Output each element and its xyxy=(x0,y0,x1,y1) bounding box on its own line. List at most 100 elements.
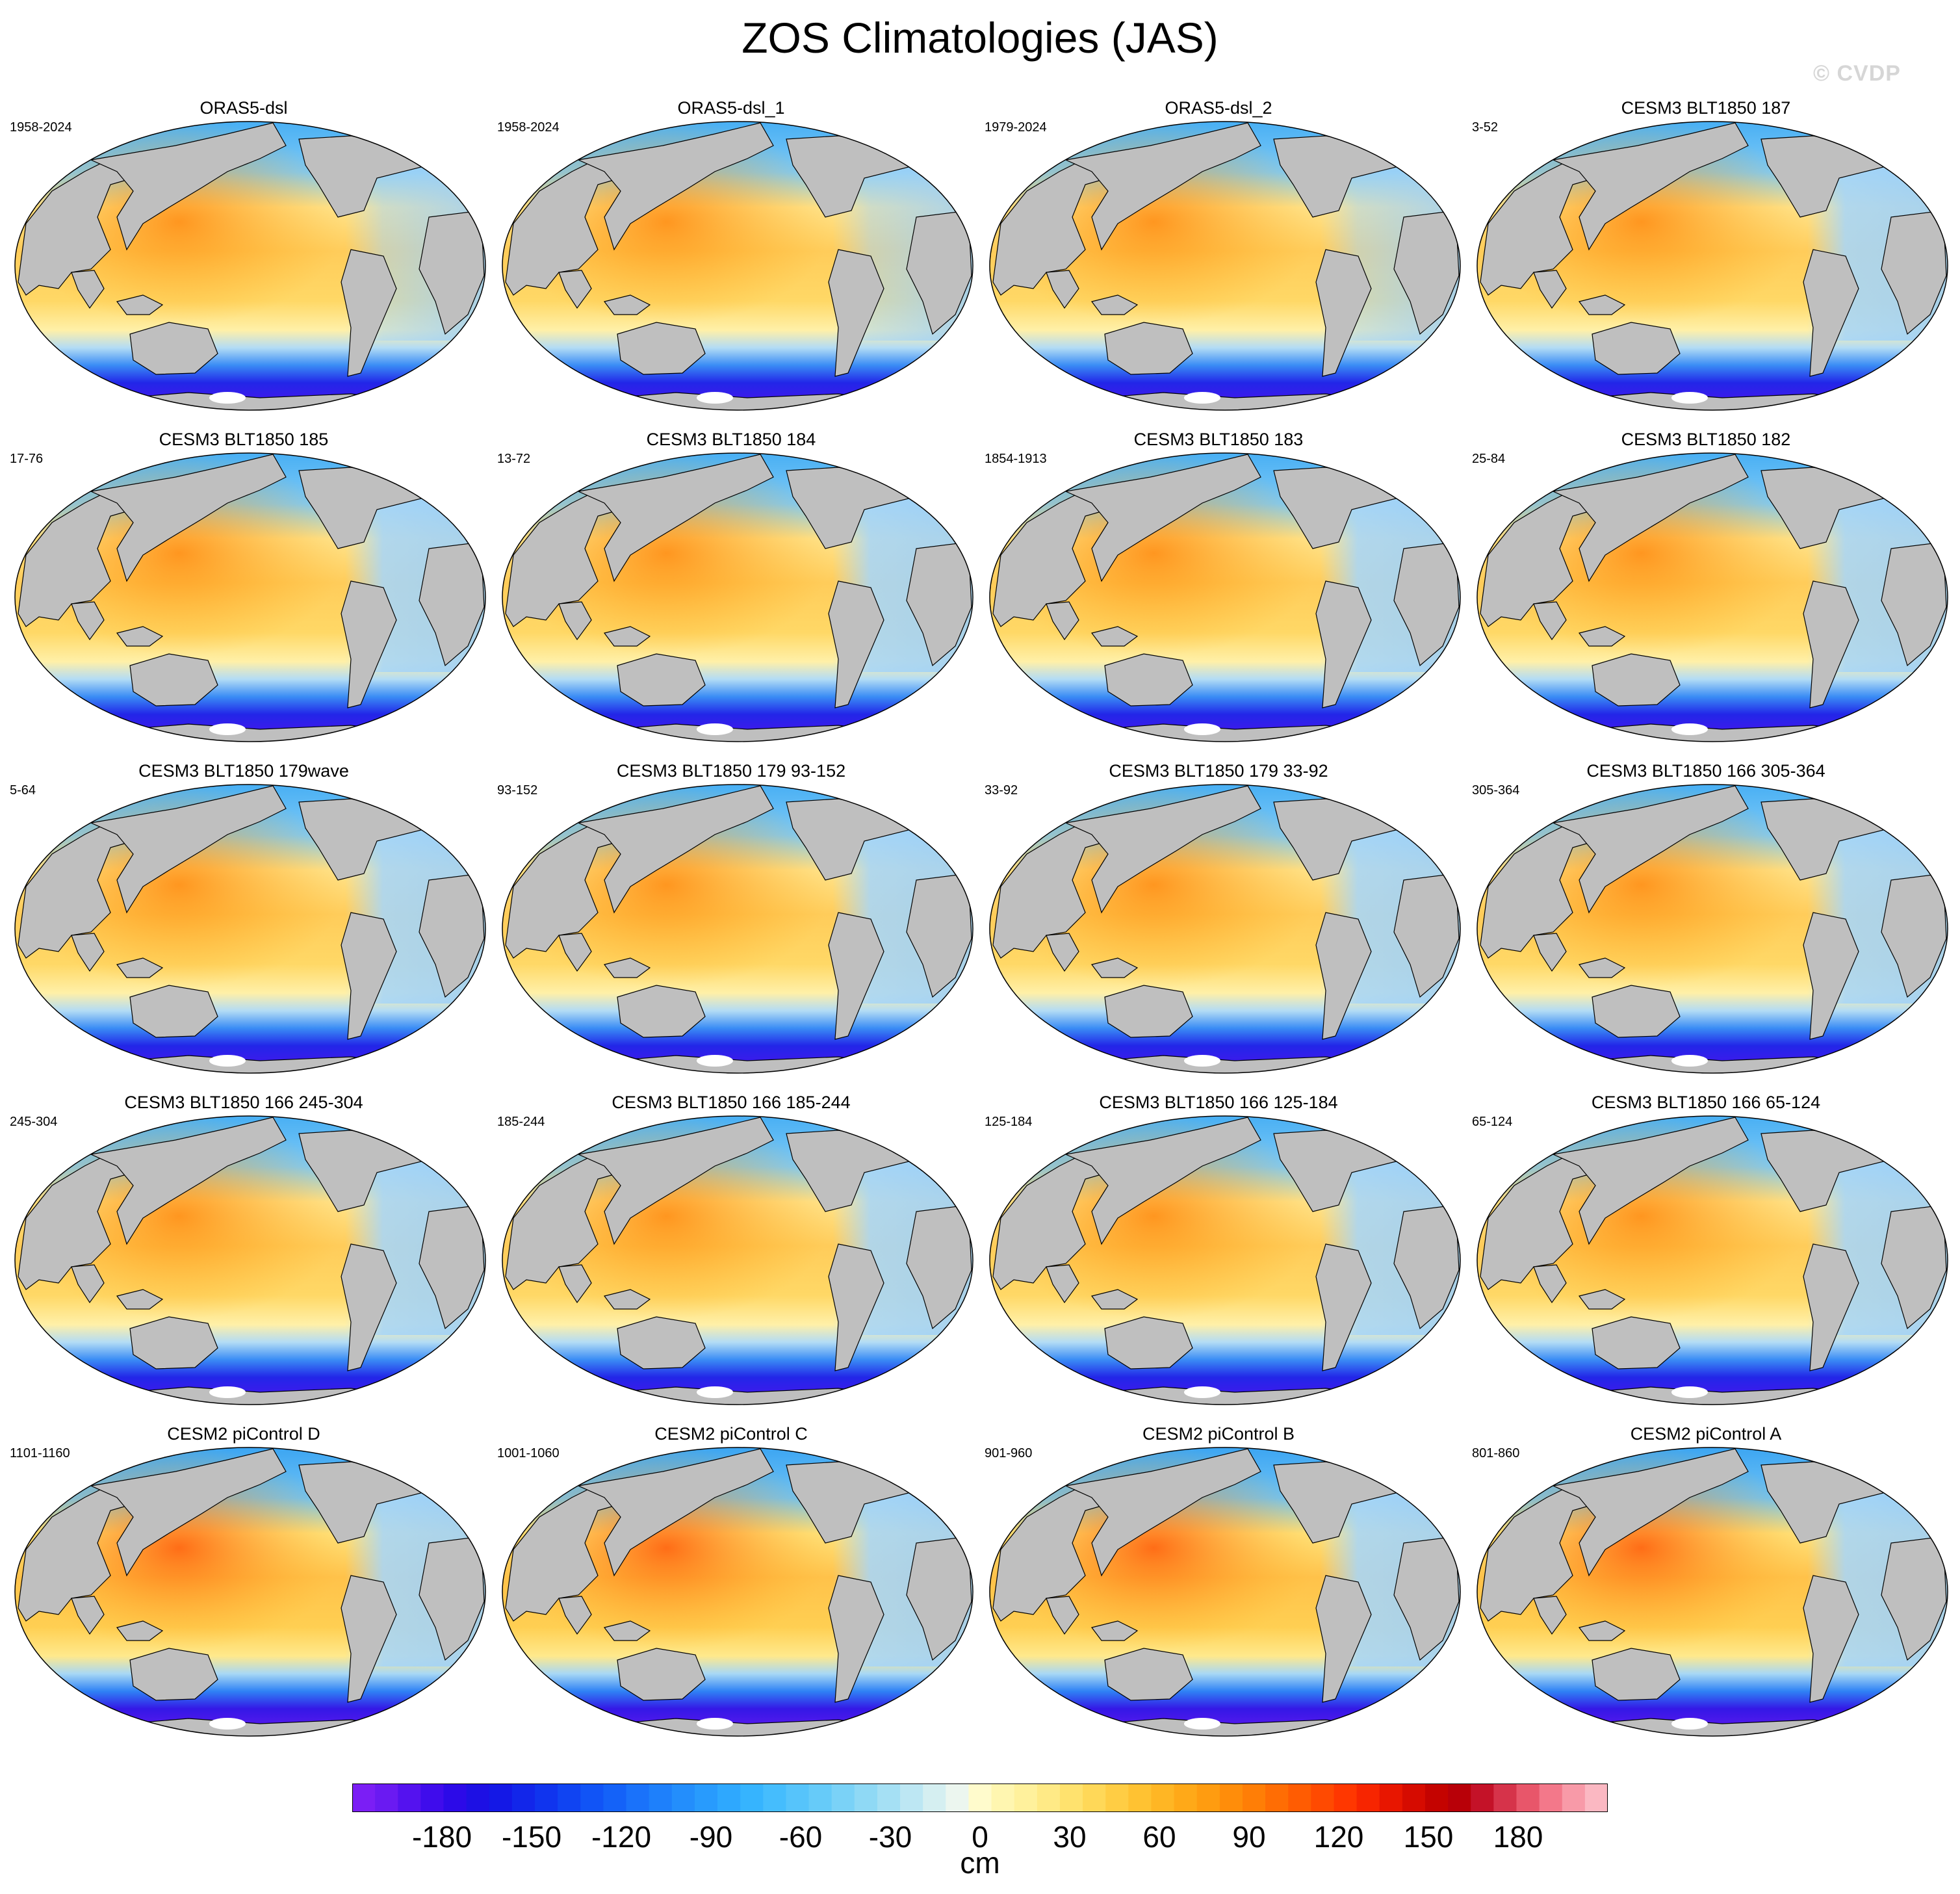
land-masses xyxy=(505,122,972,410)
colorbar-tick-labels: -180 -150 -120 -90 -60 -30 0 30 60 90 120 150 180 xyxy=(0,1819,1960,1858)
map-panel: CESM2 piControl D 1101-1160 xyxy=(0,1423,487,1755)
land-masses xyxy=(18,785,485,1073)
colorbar-swatch xyxy=(968,1784,992,1812)
colorbar-swatch xyxy=(1037,1784,1061,1812)
panel-year-range: 1854-1913 xyxy=(985,452,1047,466)
colorbar-swatch xyxy=(991,1784,1015,1812)
colorbar-swatch xyxy=(489,1784,513,1812)
panel-title: CESM3 BLT1850 179 93-152 xyxy=(616,761,846,781)
world-map xyxy=(14,1447,486,1737)
panel-year-range: 245-304 xyxy=(10,1115,58,1129)
colorbar-tick-label: 120 xyxy=(1313,1820,1364,1854)
panel-title: CESM3 BLT1850 166 305-364 xyxy=(1586,761,1825,781)
map-panel: CESM3 BLT1850 183 1854-1913 xyxy=(975,429,1462,760)
panel-title: ORAS5-dsl_2 xyxy=(1165,98,1272,118)
world-map xyxy=(989,784,1461,1074)
colorbar-tick-label: 30 xyxy=(1053,1820,1087,1854)
world-map xyxy=(14,1115,486,1405)
colorbar-swatch xyxy=(1311,1784,1335,1812)
land-masses xyxy=(18,1117,485,1405)
colorbar-swatch xyxy=(1448,1784,1471,1812)
map-panel: ORAS5-dsl 1958-2024 xyxy=(0,97,487,429)
panel-year-range: 3-52 xyxy=(1472,120,1499,135)
world-map xyxy=(502,784,974,1074)
map-panel: CESM2 piControl C 1001-1060 xyxy=(487,1423,975,1755)
colorbar-swatch xyxy=(580,1784,604,1812)
land-masses xyxy=(505,1448,972,1736)
colorbar-swatch xyxy=(1356,1784,1380,1812)
colorbar-swatch xyxy=(1539,1784,1563,1812)
colorbar-swatch xyxy=(1196,1784,1220,1812)
map-panel: CESM3 BLT1850 166 245-304 245-304 xyxy=(0,1092,487,1423)
panel-title: CESM3 BLT1850 184 xyxy=(646,430,816,449)
map-panel: CESM3 BLT1850 166 185-244 185-244 xyxy=(487,1092,975,1423)
land-masses xyxy=(1480,785,1947,1073)
land-masses xyxy=(992,1117,1460,1405)
colorbar-tick-label: -150 xyxy=(501,1820,562,1854)
panel-title: CESM3 BLT1850 182 xyxy=(1621,430,1791,449)
panel-year-range: 17-76 xyxy=(10,452,44,466)
panel-title: CESM3 BLT1850 166 65-124 xyxy=(1591,1093,1821,1112)
colorbar-swatch xyxy=(603,1784,627,1812)
colorbar-swatch xyxy=(671,1784,695,1812)
panel-title: CESM3 BLT1850 187 xyxy=(1621,98,1791,118)
colorbar-swatch xyxy=(923,1784,946,1812)
land-masses xyxy=(992,785,1460,1073)
panel-year-range: 1001-1060 xyxy=(497,1446,560,1460)
colorbar-swatch xyxy=(375,1784,398,1812)
map-panel: CESM3 BLT1850 179wave 5-64 xyxy=(0,760,487,1092)
colorbar-swatch xyxy=(1516,1784,1540,1812)
world-map xyxy=(14,121,486,411)
map-panel: CESM3 BLT1850 182 25-84 xyxy=(1462,429,1950,760)
map-panel: CESM3 BLT1850 185 17-76 xyxy=(0,429,487,760)
colorbar-tick-label: -30 xyxy=(868,1820,912,1854)
colorbar-swatch xyxy=(1471,1784,1494,1812)
colorbar-swatch xyxy=(420,1784,445,1812)
panel-year-range: 33-92 xyxy=(985,783,1018,798)
colorbar-swatch xyxy=(1265,1784,1289,1812)
colorbar-swatch xyxy=(558,1784,581,1812)
colorbar-swatch xyxy=(1059,1784,1083,1812)
world-map xyxy=(1476,1115,1948,1405)
colorbar-tick-label: 150 xyxy=(1403,1820,1454,1854)
colorbar-swatch xyxy=(1402,1784,1426,1812)
world-map xyxy=(502,121,974,411)
colorbar-swatch xyxy=(877,1784,901,1812)
map-panel: CESM2 piControl B 901-960 xyxy=(975,1423,1462,1755)
map-panel: CESM2 piControl A 801-860 xyxy=(1462,1423,1950,1755)
panel-year-range: 93-152 xyxy=(497,783,538,798)
panel-title: CESM3 BLT1850 179wave xyxy=(138,761,349,781)
panel-title: CESM3 BLT1850 166 245-304 xyxy=(124,1093,363,1112)
colorbar-swatch xyxy=(398,1784,421,1812)
colorbar-swatch xyxy=(535,1784,558,1812)
map-panel: CESM3 BLT1850 166 125-184 125-184 xyxy=(975,1092,1462,1423)
colorbar-swatch xyxy=(763,1784,787,1812)
colorbar-swatch xyxy=(1128,1784,1152,1812)
panel-year-range: 25-84 xyxy=(1472,452,1506,466)
colorbar-swatch xyxy=(511,1784,535,1812)
colorbar-tick-label: 0 xyxy=(972,1820,988,1854)
colorbar-tick-label: -60 xyxy=(779,1820,823,1854)
colorbar-swatch xyxy=(352,1784,376,1812)
colorbar-tick-label: -90 xyxy=(689,1820,733,1854)
colorbar-swatch xyxy=(808,1784,832,1812)
map-panel: ORAS5-dsl_1 1958-2024 xyxy=(487,97,975,429)
world-map xyxy=(989,1115,1461,1405)
map-panel: CESM3 BLT1850 179 93-152 93-152 xyxy=(487,760,975,1092)
panel-title: CESM3 BLT1850 185 xyxy=(159,430,329,449)
map-panel: CESM3 BLT1850 184 13-72 xyxy=(487,429,975,760)
colorbar xyxy=(352,1784,1608,1812)
panel-year-range: 1958-2024 xyxy=(10,120,72,135)
colorbar-swatch xyxy=(740,1784,764,1812)
colorbar-swatch xyxy=(900,1784,923,1812)
colorbar-tick-label: -120 xyxy=(591,1820,652,1854)
world-map xyxy=(502,452,974,742)
map-panel: CESM3 BLT1850 166 65-124 65-124 xyxy=(1462,1092,1950,1423)
colorbar-tick-label: 90 xyxy=(1232,1820,1266,1854)
colorbar-swatch xyxy=(717,1784,741,1812)
world-map xyxy=(502,1447,974,1737)
colorbar-tick-label: -180 xyxy=(411,1820,472,1854)
colorbar-swatch xyxy=(443,1784,467,1812)
figure-title: ZOS Climatologies (JAS) xyxy=(741,14,1219,62)
